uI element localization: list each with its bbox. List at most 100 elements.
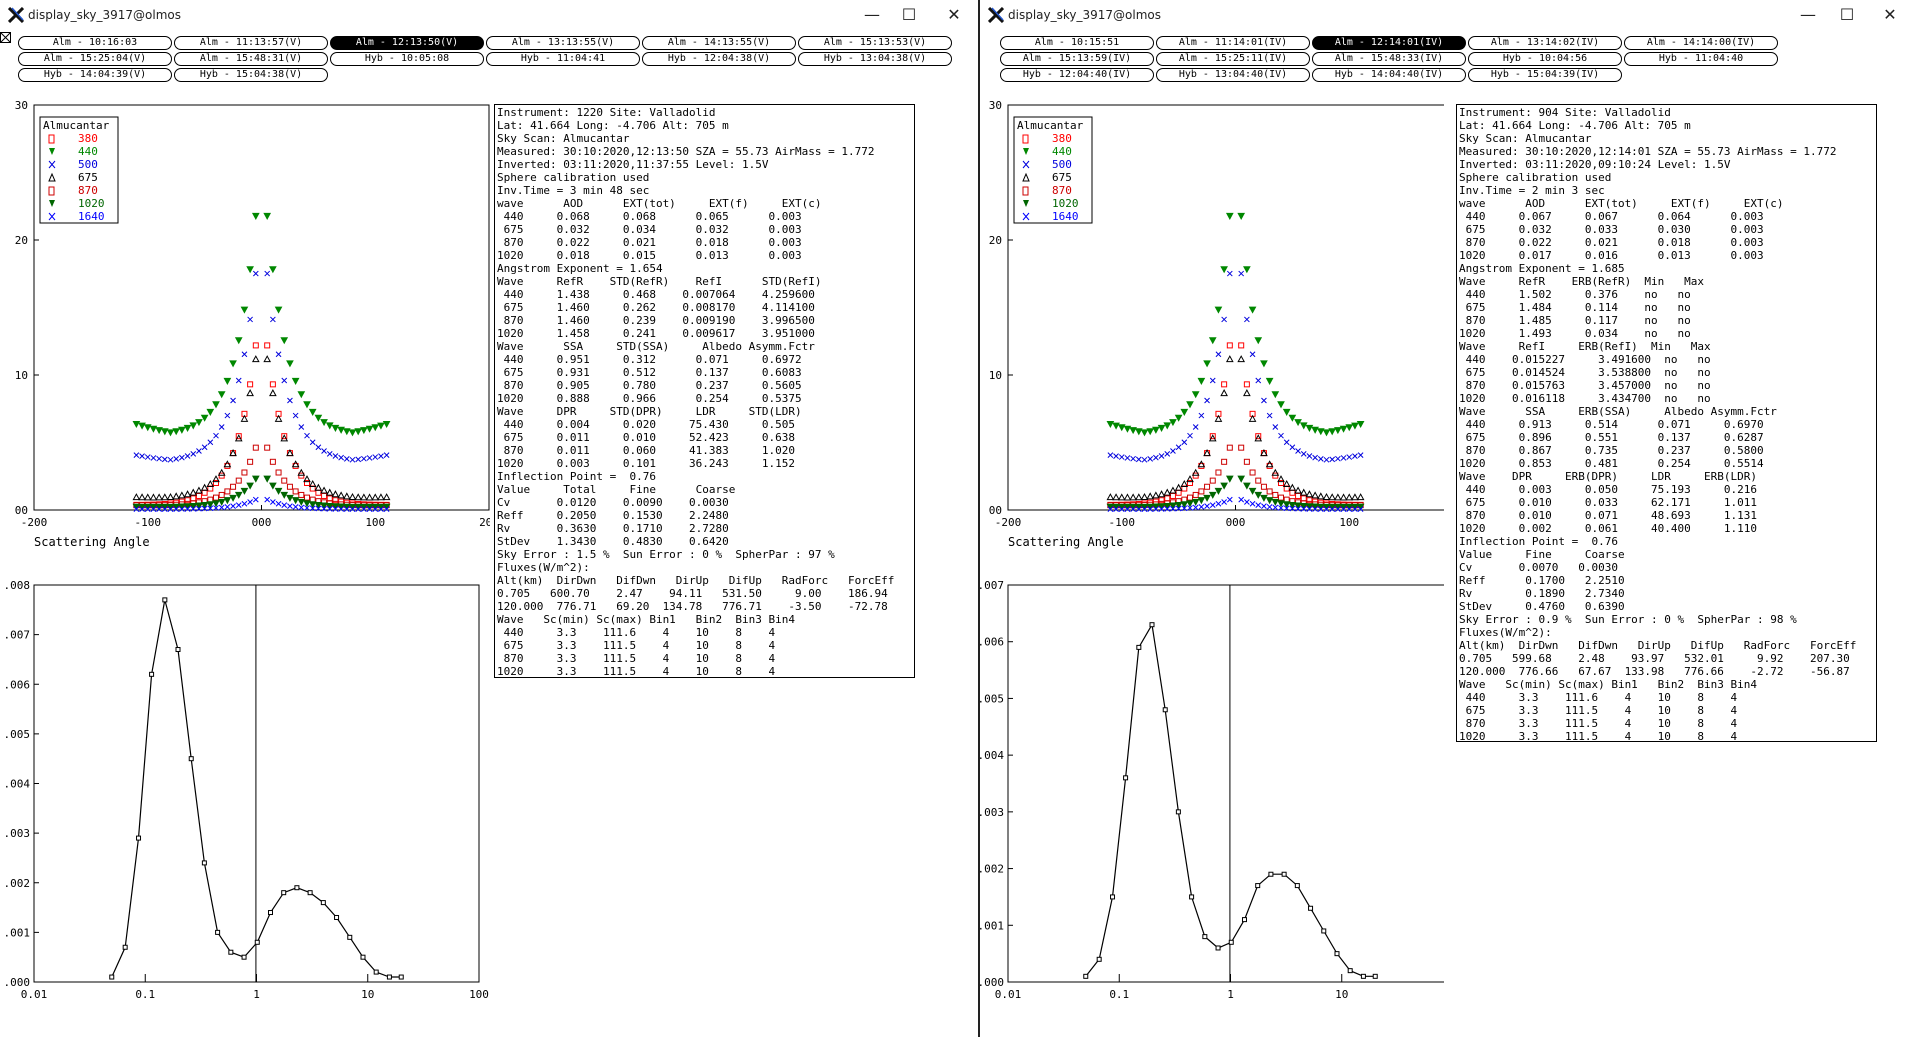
data-point [1158, 453, 1165, 459]
data-point [1255, 377, 1262, 384]
scan-button[interactable]: Alm - 15:25:04(V) [18, 52, 172, 66]
data-point [378, 506, 384, 513]
scan-button[interactable]: Alm - 12:13:50(V) [330, 36, 484, 50]
data-point [280, 491, 289, 499]
data-point [229, 449, 237, 457]
scan-button[interactable]: Alm - 11:14:01(IV) [1156, 36, 1310, 50]
data-point [1294, 486, 1302, 494]
data-point [1187, 479, 1193, 486]
x-tick-label: 0.1 [135, 988, 155, 1001]
inversion-info-panel: Instrument: 1220 Site: Valladolid Lat: 41… [494, 104, 915, 678]
maximize-button[interactable]: ☐ [1839, 5, 1855, 24]
info-line: wave AOD EXT(tot) EXT(f) EXT(c) [1459, 197, 1784, 210]
window-title: display_sky_3917@olmos [1008, 8, 1161, 22]
scan-button[interactable]: Hyb - 11:04:41 [486, 52, 640, 66]
data-point [1208, 491, 1217, 499]
scan-button[interactable]: Alm - 11:13:57(V) [174, 36, 328, 50]
data-point [207, 505, 214, 512]
scan-button[interactable]: Alm - 12:14:01(IV) [1312, 36, 1466, 50]
data-point [1181, 505, 1188, 512]
info-line: 675 0.032 0.033 0.030 0.003 [1459, 223, 1764, 236]
info-line: 440 0.068 0.068 0.065 0.003 [497, 210, 802, 223]
data-point [291, 497, 300, 505]
left-window: display_sky_3917@olmos — ☐ ✕ Alm - 10:16… [0, 5, 961, 1001]
data-point [1141, 506, 1148, 513]
data-point [1197, 377, 1206, 385]
y-tick-label: .003 [980, 806, 1004, 819]
scan-button[interactable]: Hyb - 15:04:38(V) [174, 68, 328, 82]
scan-button[interactable]: Alm - 14:13:55(V) [642, 36, 796, 50]
x-axis-label: Scattering Angle [1008, 535, 1124, 549]
minimize-button[interactable]: — [864, 5, 880, 24]
scan-button[interactable]: Hyb - 12:04:38(V) [642, 52, 796, 66]
minimize-button[interactable]: — [1800, 5, 1816, 24]
data-point [281, 433, 288, 440]
scan-button[interactable]: Hyb - 13:04:40(IV) [1156, 68, 1310, 82]
data-point [1153, 506, 1159, 512]
data-point [274, 487, 283, 495]
close-box-icon[interactable] [0, 32, 11, 43]
data-point [1238, 496, 1245, 503]
data-point [377, 422, 385, 430]
info-line: Reff 0.1700 2.2510 [1459, 574, 1625, 587]
scan-button[interactable]: Hyb - 11:04:40 [1624, 52, 1778, 66]
scan-button[interactable]: Hyb - 10:05:08 [330, 52, 484, 66]
psd-point [1202, 934, 1208, 940]
scan-button[interactable]: Alm - 15:48:33(IV) [1312, 52, 1466, 66]
info-line: 870 0.022 0.021 0.018 0.003 [497, 236, 802, 249]
scan-button[interactable]: Alm - 13:14:02(IV) [1468, 36, 1622, 50]
data-point [1191, 468, 1200, 476]
info-line: Instrument: 904 Site: Valladolid [1459, 106, 1671, 119]
scan-button[interactable]: Alm - 14:14:00(IV) [1624, 36, 1778, 50]
scan-button[interactable]: Alm - 15:13:53(V) [798, 36, 952, 50]
data-point [1271, 468, 1280, 476]
data-point [280, 337, 289, 345]
data-point [234, 337, 243, 345]
scan-button[interactable]: Hyb - 12:04:40(IV) [1000, 68, 1154, 82]
data-point [297, 391, 306, 399]
data-point [1209, 477, 1216, 484]
scan-button[interactable]: Hyb - 14:04:40(IV) [1312, 68, 1466, 82]
data-point [1265, 460, 1274, 468]
data-point [201, 505, 208, 512]
psd-point [1149, 622, 1155, 628]
data-point [1278, 494, 1284, 501]
close-button[interactable]: ✕ [947, 5, 961, 24]
scan-button[interactable]: Hyb - 13:04:38(V) [798, 52, 952, 66]
legend-entry: 440 [78, 145, 98, 158]
legend-marker [48, 212, 56, 221]
info-line: 440 3.3 111.6 4 10 8 4 [1459, 691, 1738, 704]
data-point [1197, 460, 1206, 468]
scan-button[interactable]: Alm - 15:13:59(IV) [1000, 52, 1154, 66]
info-line: Inflection Point = 0.76 [497, 470, 656, 483]
scan-button[interactable]: Alm - 15:48:31(V) [174, 52, 328, 66]
data-point [251, 212, 260, 220]
data-point [274, 306, 283, 314]
data-point [1323, 506, 1330, 513]
data-point [1272, 491, 1279, 498]
scan-button[interactable]: Hyb - 15:04:39(IV) [1468, 68, 1622, 82]
x-tick-label: -100 [1109, 516, 1136, 529]
data-point [1187, 494, 1193, 501]
maximize-button[interactable]: ☐ [901, 5, 917, 24]
data-point [1323, 456, 1330, 463]
data-point [241, 469, 248, 476]
data-point [184, 453, 191, 459]
scan-button[interactable]: Alm - 15:25:11(IV) [1156, 52, 1310, 66]
info-line: 870 0.015763 3.457000 no no [1459, 379, 1711, 392]
data-point [377, 493, 385, 501]
legend-entry: 500 [78, 158, 98, 171]
data-point [354, 428, 363, 436]
x11-logo-icon [988, 7, 1004, 23]
scan-button[interactable]: Alm - 10:15:51 [1000, 36, 1154, 50]
close-button[interactable]: ✕ [1883, 5, 1897, 24]
data-point [1261, 397, 1267, 404]
data-point [179, 506, 185, 512]
legend-entry: 870 [78, 184, 98, 197]
data-point [1220, 389, 1228, 397]
scan-button[interactable]: Alm - 13:13:55(V) [486, 36, 640, 50]
scan-button[interactable]: Hyb - 14:04:39(V) [18, 68, 172, 82]
scan-button[interactable]: Alm - 10:16:03 [18, 36, 172, 50]
scan-button[interactable]: Hyb - 10:04:56 [1468, 52, 1622, 66]
